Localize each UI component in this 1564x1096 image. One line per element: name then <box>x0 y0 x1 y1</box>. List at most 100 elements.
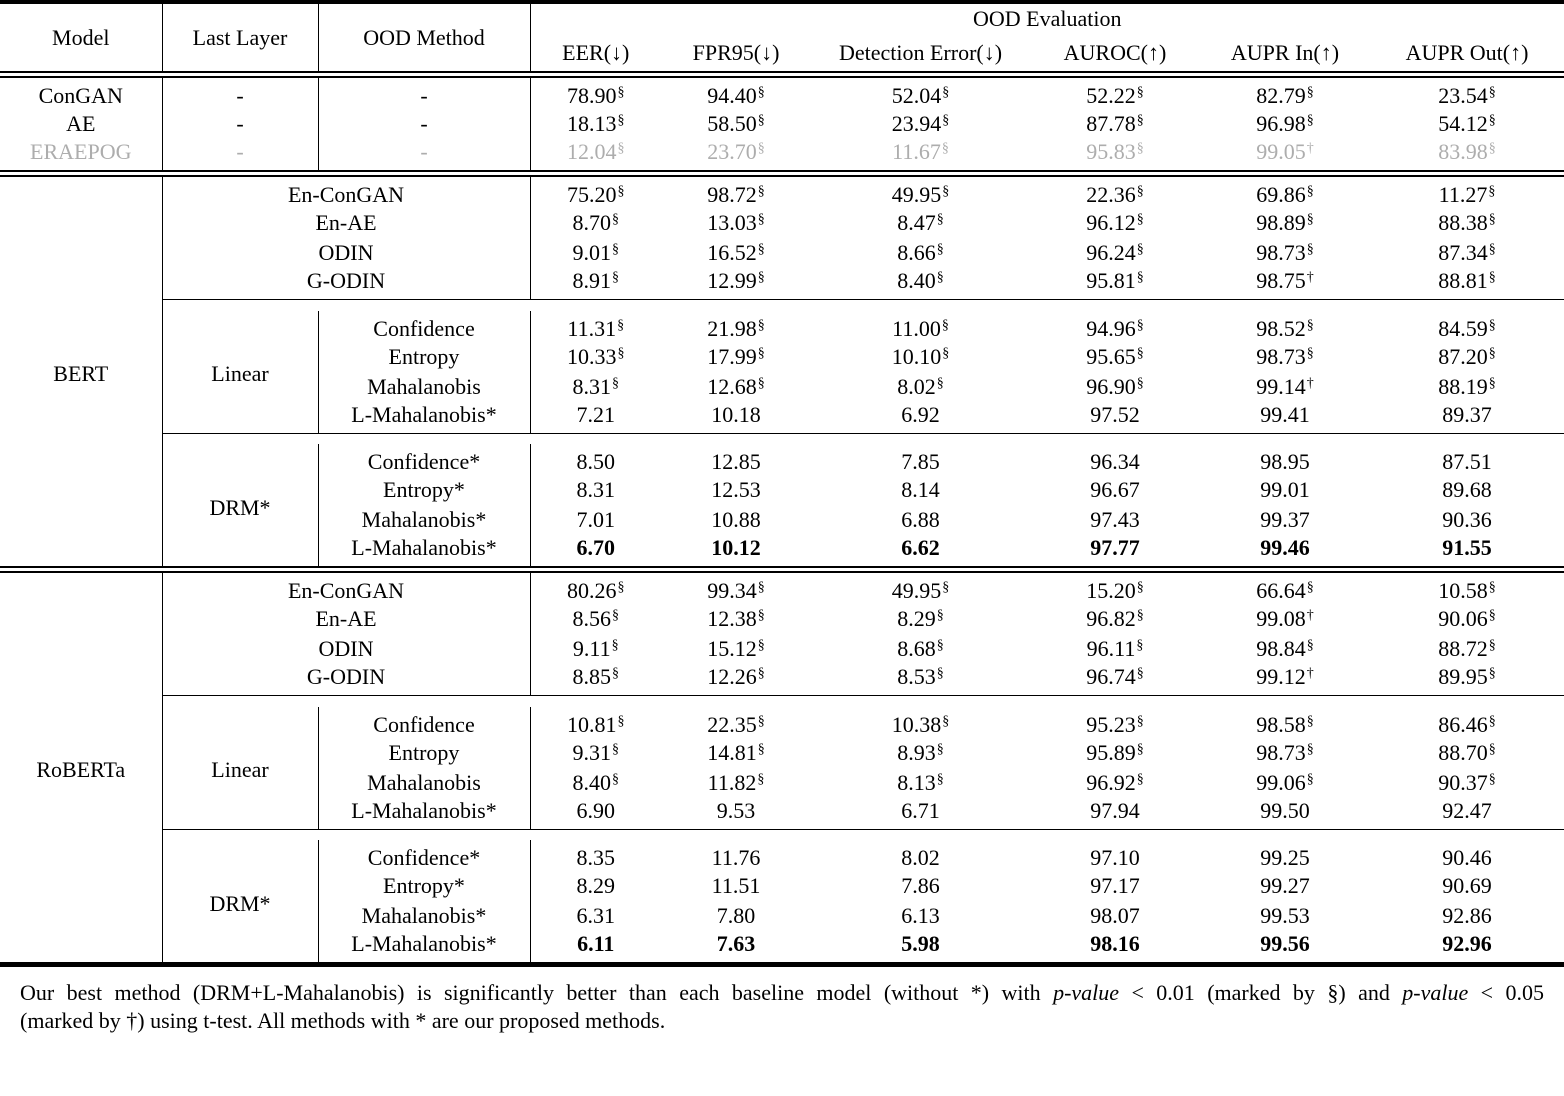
metric-value-cell: 7.63 <box>661 931 811 965</box>
results-table: Model Last Layer OOD Method OOD Evaluati… <box>0 0 1564 967</box>
metric-value: 10.81 <box>567 711 617 737</box>
significance-marker: § <box>1306 741 1314 757</box>
metric-value-cell: 97.77 <box>1030 535 1200 567</box>
metric-value-cell: 11.76 <box>661 840 811 871</box>
significance-marker: § <box>612 242 619 258</box>
metric-value: 98.73 <box>1256 343 1306 369</box>
metric-value-cell: 69.86§ <box>1200 176 1370 208</box>
metric-value-cell: 98.75† <box>1200 268 1370 300</box>
metric-value: 69.86 <box>1256 182 1306 207</box>
significance-marker: § <box>942 113 950 129</box>
metric-value-cell: 99.25 <box>1200 840 1370 871</box>
metric-value: 6.11 <box>577 931 615 956</box>
metric-value-cell: 95.65§ <box>1030 342 1200 372</box>
significance-marker: § <box>936 638 944 654</box>
metric-value-cell: 98.58§ <box>1200 707 1370 738</box>
metric-value: 99.05 <box>1256 139 1306 164</box>
significance-marker: § <box>1136 113 1144 129</box>
significance-marker: § <box>1488 85 1496 101</box>
block-divider-line <box>162 828 1564 840</box>
metric-value: 7.21 <box>576 401 616 427</box>
significance-marker: † <box>1306 375 1314 391</box>
metric-value-cell: 99.01 <box>1200 475 1370 505</box>
metric-value-cell: 49.95§ <box>811 176 1030 208</box>
metric-value-cell: 84.59§ <box>1370 311 1564 342</box>
metric-value: 95.83 <box>1086 139 1136 164</box>
metric-value-cell: 99.41 <box>1200 402 1370 434</box>
metric-value-cell: 8.53§ <box>811 664 1030 696</box>
metric-value-cell: 13.03§ <box>661 208 811 238</box>
significance-marker: § <box>757 638 765 654</box>
metric-value: 11.67 <box>892 139 941 164</box>
metric-value-cell: 95.83§ <box>1030 139 1200 171</box>
metric-value: 8.31 <box>576 477 616 502</box>
metric-value: 9.31 <box>572 739 612 765</box>
metric-value: 49.95 <box>891 182 942 207</box>
ood-method-cell: - <box>318 109 531 139</box>
metric-value: 11.31 <box>567 315 617 341</box>
model-cell: AE <box>0 109 163 139</box>
metric-value: 98.89 <box>1256 210 1306 235</box>
metric-value-cell: 99.12† <box>1200 664 1370 696</box>
caption-text: (marked by †) using t-test. All methods … <box>20 1008 666 1033</box>
metric-value-cell: 9.01§ <box>530 238 661 268</box>
significance-marker: § <box>1306 242 1314 258</box>
metric-value: 78.90 <box>567 83 617 108</box>
significance-marker: § <box>1488 608 1496 624</box>
significance-marker: § <box>1136 85 1144 101</box>
last-layer-cell: Linear <box>162 706 319 829</box>
metric-value: 96.92 <box>1086 769 1136 795</box>
col-header-fpr95: FPR95(↓) <box>692 39 780 65</box>
metric-value-cell: 87.34§ <box>1370 238 1564 268</box>
significance-marker: § <box>757 741 765 757</box>
ood-method-cell: Confidence <box>318 706 531 738</box>
double-rule <box>0 566 1564 573</box>
metric-value: 12.68 <box>707 373 757 399</box>
significance-marker: § <box>1136 141 1144 157</box>
last-layer-cell: - <box>162 109 319 139</box>
ood-method-cell: Entropy* <box>318 871 531 901</box>
significance-marker: § <box>617 113 625 129</box>
significance-marker: § <box>1306 638 1314 654</box>
metric-value: 52.04 <box>891 83 942 108</box>
metric-value: 99.08 <box>1256 606 1306 631</box>
metric-value: 87.51 <box>1442 449 1492 474</box>
metric-value: 89.68 <box>1442 477 1492 502</box>
significance-marker: § <box>936 666 944 682</box>
metric-value: 90.06 <box>1438 606 1488 631</box>
metric-value: 11.76 <box>711 845 761 870</box>
metric-value-cell: 96.34 <box>1030 444 1200 475</box>
metric-value-cell: 12.53 <box>661 475 811 505</box>
metric-value: 96.82 <box>1086 606 1136 631</box>
model-cell: BERT <box>0 176 163 567</box>
metric-value: 88.81 <box>1438 268 1488 293</box>
ood-method-cell: Mahalanobis <box>318 767 531 798</box>
metric-value-cell: 96.90§ <box>1030 372 1200 402</box>
metric-value-cell: 92.96 <box>1370 931 1564 965</box>
metric-value-cell: 7.85 <box>811 444 1030 475</box>
metric-value-cell: 23.54§ <box>1370 77 1564 109</box>
metric-value: 94.96 <box>1086 315 1136 341</box>
ood-method-cell: En-AE <box>162 208 531 238</box>
metric-value: 8.14 <box>901 477 940 502</box>
significance-marker: § <box>612 608 619 624</box>
significance-marker: § <box>1488 317 1496 333</box>
metric-value-cell: 11.82§ <box>661 768 811 798</box>
metric-value: 83.98 <box>1438 139 1488 164</box>
metric-value: 98.84 <box>1256 636 1306 661</box>
metric-value: 8.85 <box>572 664 612 689</box>
significance-marker: § <box>1488 741 1496 757</box>
metric-value-cell: 7.80 <box>661 901 811 931</box>
metric-value: 8.53 <box>897 664 936 689</box>
metric-value-cell: 6.71 <box>811 798 1030 830</box>
metric-value-cell: 97.43 <box>1030 505 1200 535</box>
significance-marker: § <box>612 771 619 787</box>
significance-marker: § <box>1136 741 1144 757</box>
metric-value: 97.10 <box>1090 845 1140 870</box>
significance-marker: § <box>1488 713 1496 729</box>
metric-value: 96.34 <box>1090 449 1140 474</box>
metric-value: 7.85 <box>901 449 940 474</box>
significance-marker: § <box>757 666 765 682</box>
metric-value-cell: 94.96§ <box>1030 311 1200 342</box>
block-divider-line <box>162 299 1564 311</box>
